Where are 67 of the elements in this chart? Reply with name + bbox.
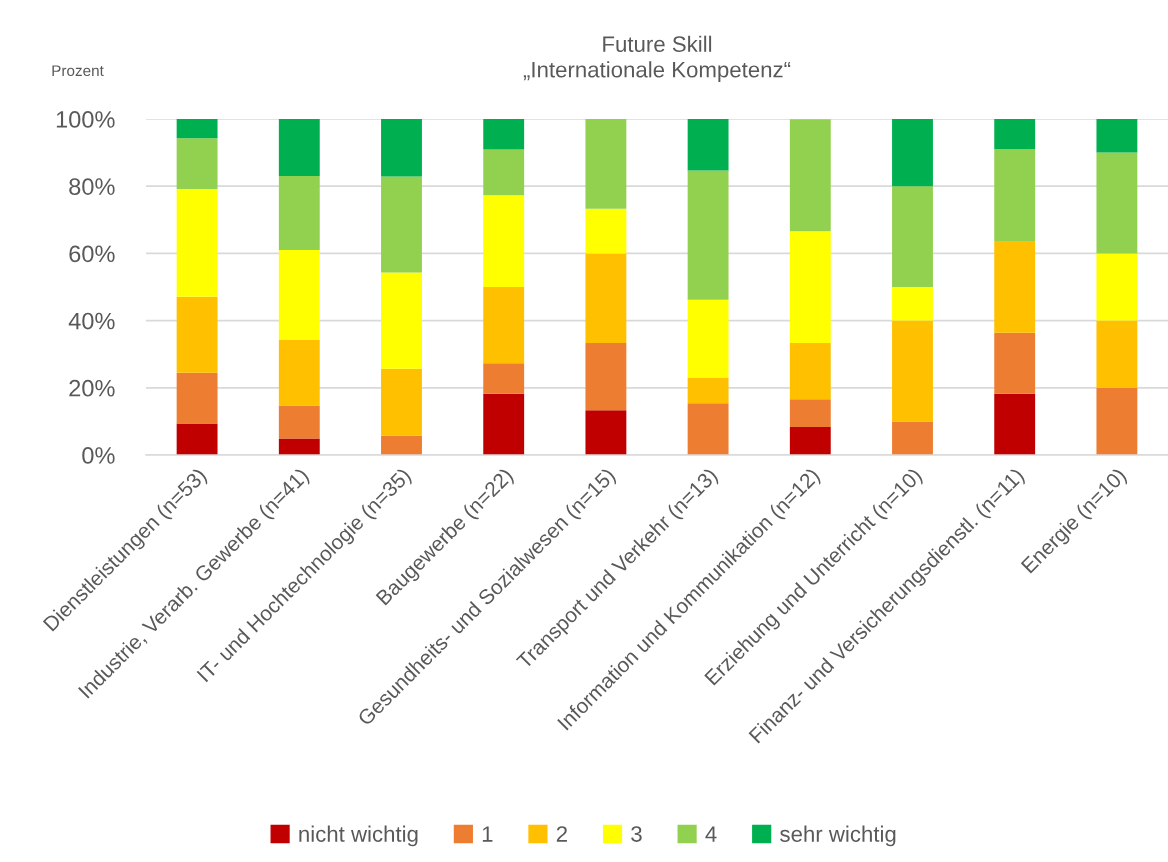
bar	[994, 332, 1036, 394]
bar	[789, 399, 831, 428]
bar	[585, 343, 627, 411]
bar	[687, 119, 729, 171]
legend-label: 3	[631, 826, 642, 842]
bar	[687, 403, 729, 455]
y-tick-label: 60%	[69, 245, 115, 263]
y-tick-label: 80%	[69, 178, 115, 195]
bar	[176, 119, 218, 139]
bar	[789, 231, 831, 344]
y-tick-label: 0%	[82, 447, 115, 464]
legend-label: sehr wichtig	[780, 825, 896, 847]
bar	[687, 170, 729, 300]
bar	[278, 438, 320, 455]
bar	[176, 423, 218, 455]
bar	[687, 299, 729, 378]
bar	[1096, 387, 1138, 455]
y-axis-title: Prozent	[52, 65, 104, 77]
bar	[483, 149, 525, 196]
bar	[687, 377, 729, 404]
bar	[278, 340, 320, 406]
bar	[892, 320, 933, 422]
bar	[381, 272, 422, 369]
bar	[789, 119, 831, 232]
legend-label: 1	[482, 826, 493, 842]
bar	[585, 253, 627, 344]
legend-label: nicht wichtig	[299, 825, 418, 847]
bar	[278, 250, 320, 341]
bar	[483, 393, 525, 455]
bar	[1096, 119, 1138, 153]
y-tick-label: 40%	[68, 312, 115, 330]
bar	[176, 296, 218, 373]
bar	[585, 119, 627, 209]
bar	[892, 186, 933, 287]
bar	[381, 119, 422, 177]
bar	[483, 363, 525, 394]
legend-label: 4	[705, 826, 717, 842]
bar	[278, 119, 320, 177]
bar	[892, 119, 933, 187]
bar	[994, 149, 1036, 241]
bar	[789, 343, 831, 400]
bar	[994, 240, 1036, 333]
bar	[278, 176, 320, 251]
bar	[1096, 320, 1138, 388]
bar	[892, 287, 933, 321]
bar	[278, 405, 320, 439]
bar	[789, 427, 831, 455]
bar	[176, 188, 218, 297]
bar	[1096, 152, 1138, 254]
bar	[483, 287, 525, 364]
bar	[1096, 253, 1138, 321]
bar	[892, 421, 933, 455]
bar	[381, 368, 422, 436]
bar	[381, 435, 422, 455]
bar	[994, 119, 1036, 150]
bar	[483, 195, 525, 287]
y-tick-label: 100%	[56, 111, 115, 128]
y-tick-label: 20%	[69, 379, 115, 397]
bar	[176, 372, 218, 424]
legend-label: 2	[556, 826, 567, 842]
chart-title: Future Skill „Internationale Kompetenz“	[523, 35, 791, 82]
bar	[585, 410, 627, 455]
bar	[176, 138, 218, 189]
bar	[483, 119, 525, 150]
bar	[994, 393, 1036, 455]
bar	[585, 208, 627, 254]
bar	[381, 176, 422, 273]
